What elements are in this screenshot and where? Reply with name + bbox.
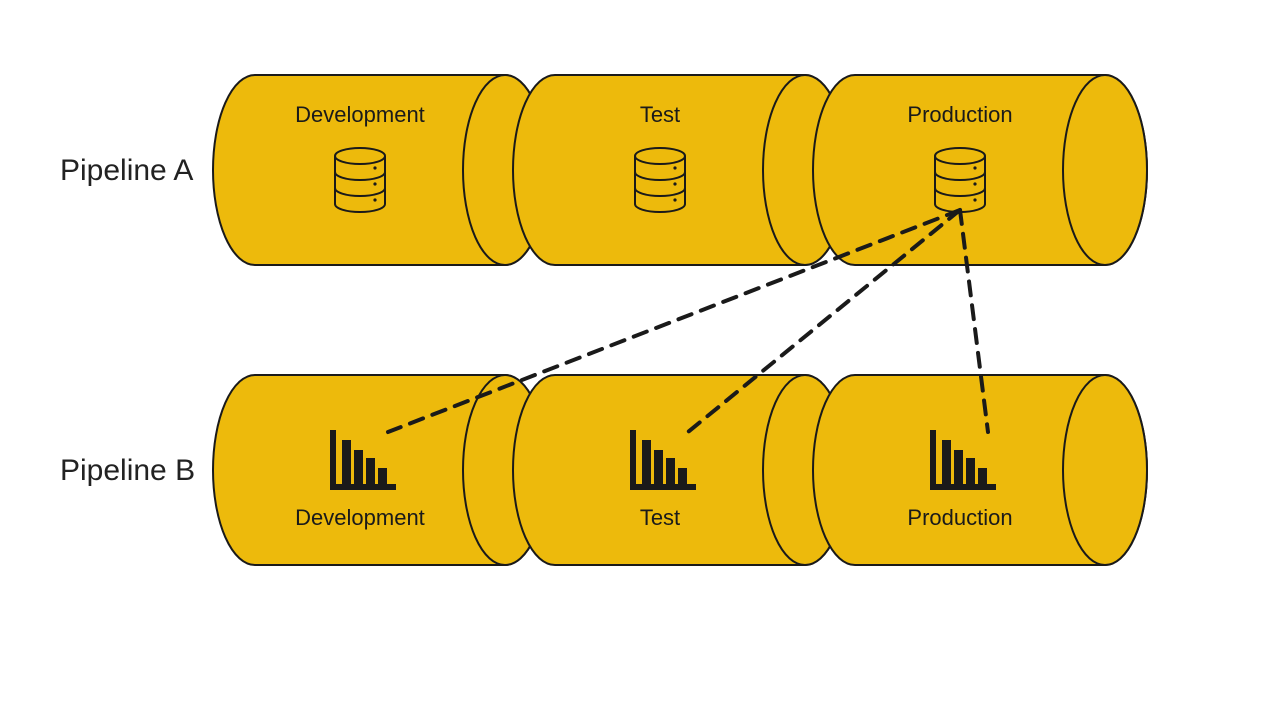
stage-a-prod: Production — [813, 75, 1147, 265]
stage-label-a-dev: Development — [295, 102, 425, 127]
pipeline-label-b: Pipeline B — [60, 454, 195, 487]
stage-b-test: Test — [513, 375, 847, 565]
stage-label-a-test: Test — [640, 102, 680, 127]
stage-label-a-prod: Production — [907, 102, 1012, 127]
stage-a-test: Test — [513, 75, 847, 265]
pipeline-diagram: Pipeline ADevelopmentTestProductionPipel… — [0, 0, 1280, 720]
stage-b-dev: Development — [213, 375, 547, 565]
stage-b-prod: Production — [813, 375, 1147, 565]
stage-label-b-prod: Production — [907, 505, 1012, 530]
stage-a-dev: Development — [213, 75, 547, 265]
pipeline-label-a: Pipeline A — [60, 154, 193, 187]
pipeline-row-a: Pipeline A Development Test Production — [60, 75, 1147, 265]
stage-label-b-dev: Development — [295, 505, 425, 530]
stage-label-b-test: Test — [640, 505, 680, 530]
